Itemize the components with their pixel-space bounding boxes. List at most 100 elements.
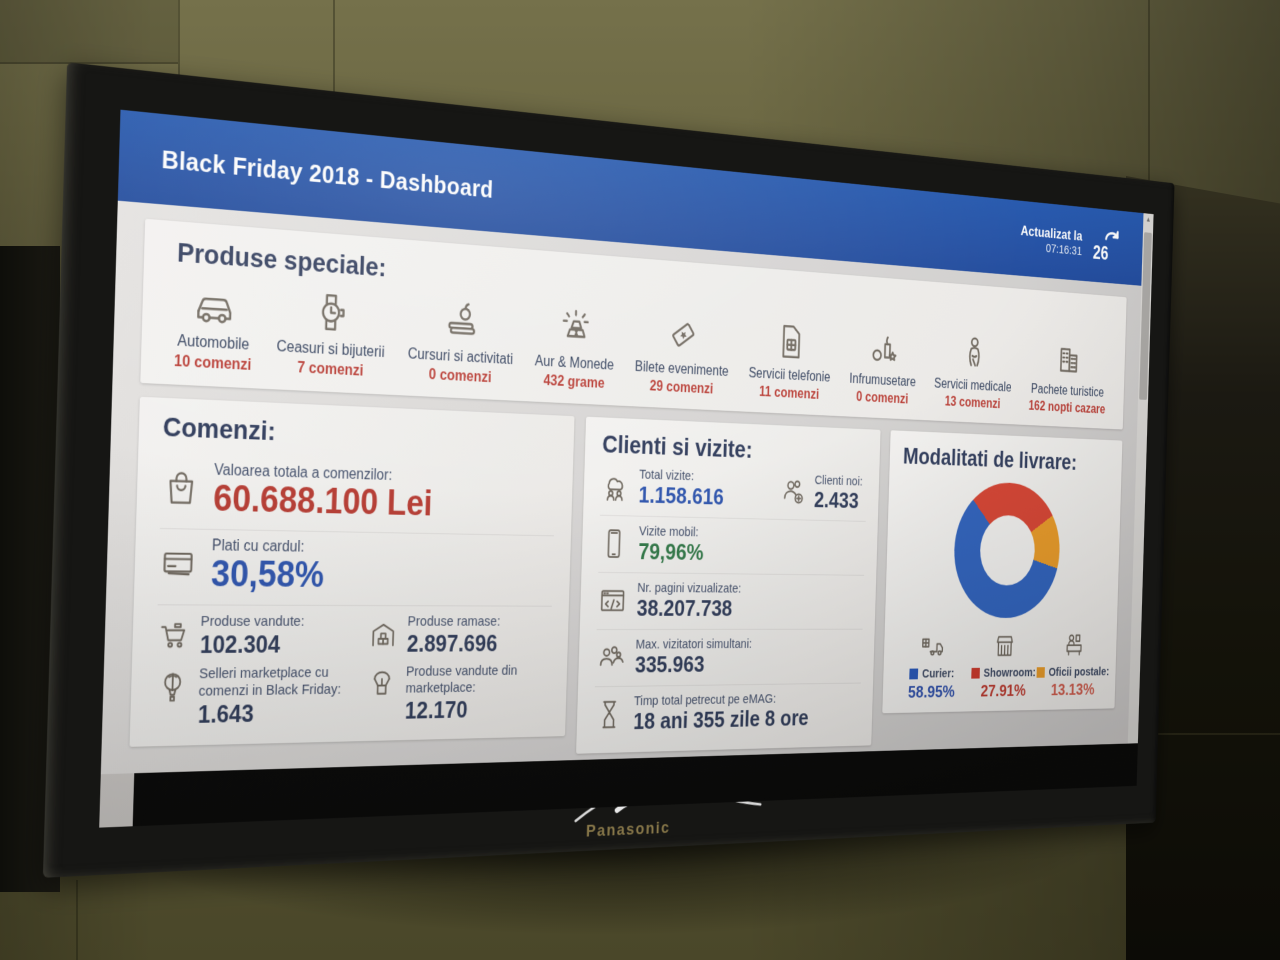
item-value: 432 grame: [543, 373, 605, 392]
stat-produse-row: Produse vandute: 102.304 Produse ramase:: [153, 604, 552, 731]
new-clients-icon: [779, 474, 808, 509]
item-label: Ceasuri si bijuterii: [276, 338, 385, 361]
item-label: Servicii telefonie: [748, 365, 831, 386]
refresh-countdown: 26: [1093, 227, 1121, 266]
medical-icon: [957, 332, 990, 375]
books-apple-icon: [441, 296, 483, 345]
item-label: Cursuri si activitati: [407, 346, 514, 368]
stat-value: 2.897.696: [406, 630, 498, 658]
item-value: 0 comenzi: [855, 389, 909, 407]
livrare-heading: Modalitati de livrare:: [902, 442, 1078, 475]
legend-swatch: [909, 668, 919, 680]
dashboard-cards: Comenzi: Valoarea totala a comenzilor: 6…: [129, 396, 1123, 767]
stat-valoare-totala: Valoarea totala a comenzilor: 60.688.100…: [160, 453, 556, 527]
stat-label: Max. vizitatori simultani:: [635, 636, 753, 652]
buildings-icon: [1053, 338, 1085, 380]
donut-legend: Curier: 58.95% Showroom: 27.91%: [896, 629, 1109, 703]
livrare-card: Modalitati de livrare: Curier: 58.95%: [882, 430, 1123, 714]
stat-value: 30,58%: [210, 554, 325, 596]
item-label: Automobile: [177, 332, 250, 354]
produse-item-bilete: Bilete evenimente 29 comenzi: [634, 310, 730, 399]
stat-pagini: Nr. pagini vizualizate: 38.207.738: [596, 571, 864, 629]
smartphone-icon: [599, 525, 630, 561]
legend-showroom: Showroom: 27.91%: [969, 629, 1039, 701]
produse-item-turistice: Pachete turistice 162 nopti cazare: [1028, 337, 1107, 418]
item-value: 0 comenzi: [428, 366, 492, 386]
produse-item-medicale: Servicii medicale 13 comenzi: [933, 330, 1013, 413]
warehouse-icon: [367, 617, 400, 653]
stat-value: 18 ani 355 zile 8 ore: [632, 704, 809, 735]
group-icon: [595, 639, 626, 675]
item-label: Pachete turistice: [1030, 382, 1105, 400]
legend-value: 58.95%: [907, 682, 956, 702]
item-value: 7 comenzi: [296, 359, 364, 380]
sim-card-icon: [773, 319, 809, 364]
stat-total-vizite: Total vizite: 1.158.616: [600, 466, 724, 511]
item-value: 13 comenzi: [944, 394, 1001, 412]
item-value: 29 comenzi: [649, 378, 714, 398]
showroom-icon: [991, 629, 1017, 662]
comenzi-card: Comenzi: Valoarea totala a comenzilor: 6…: [129, 396, 575, 747]
stat-value: 1.643: [197, 700, 255, 729]
item-value: 162 nopti cazare: [1028, 399, 1106, 417]
last-updated: Actualizat la 07:16:31: [1020, 222, 1083, 260]
item-label: Servicii medicale: [933, 376, 1012, 395]
legend-swatch: [1036, 667, 1046, 678]
dashboard-page: Black Friday 2018 - Dashboard Actualizat…: [100, 109, 1144, 775]
stat-value: 102.304: [199, 631, 281, 659]
stat-value: 12.170: [404, 697, 468, 725]
legend-oficii-postale: Oficii postale: 13.13%: [1036, 629, 1109, 700]
produse-item-telefonie: Servicii telefonie 11 comenzi: [748, 317, 832, 403]
produse-item-cursuri: Cursuri si activitati 0 comenzi: [407, 294, 515, 388]
stat-timp-total: Timp total petrecut pe eMAG: 18 ani 355 …: [593, 682, 861, 743]
legend-value: 27.91%: [980, 681, 1027, 701]
stat-vizite-row: Total vizite: 1.158.616 Clienti noi:: [600, 459, 867, 521]
stat-plati-card: Plati cu cardul: 30,58%: [157, 528, 555, 597]
produse-item-ceasuri: Ceasuri si bijuterii 7 comenzi: [276, 285, 387, 381]
page-title: Black Friday 2018 - Dashboard: [161, 143, 494, 203]
refresh-countdown-value: 26: [1092, 241, 1109, 264]
header-status: Actualizat la 07:16:31 26: [1020, 220, 1120, 266]
comenzi-heading: Comenzi:: [162, 411, 277, 446]
stat-label: Produse vandute:: [200, 613, 305, 630]
scrollbar-up-arrow[interactable]: ▲: [1145, 214, 1152, 224]
legend-label: Showroom:: [983, 665, 1036, 681]
stat-clienti-noi: Clienti noi: 2.433: [779, 472, 867, 514]
stat-vizite-mobil: Vizite mobil: 79,96%: [598, 514, 866, 575]
post-office-icon: [1061, 629, 1086, 661]
courier-truck-icon: [919, 629, 946, 662]
legend-swatch: [971, 667, 980, 679]
item-label: Infrumusetare: [849, 371, 916, 390]
stat-value: 2.433: [813, 486, 860, 514]
stat-value: 60.688.100 Lei: [212, 478, 433, 524]
car-icon: [191, 279, 237, 330]
stat-label: Nr. pagini vizualizate:: [637, 580, 742, 596]
visitors-cloud-icon: [600, 468, 631, 505]
tv: Black Friday 2018 - Dashboard Actualizat…: [42, 62, 1175, 878]
produse-item-automobile: Automobile 10 comenzi: [174, 278, 254, 375]
stat-selleri-marketplace: Selleri marketplace cu comenzi in Black …: [154, 664, 360, 731]
item-value: 11 comenzi: [758, 384, 820, 403]
ticket-icon: [664, 312, 702, 358]
tv-brand-logo: Panasonic: [585, 818, 671, 842]
cosmetics-icon: [866, 326, 901, 370]
legend-value: 13.13%: [1050, 680, 1095, 700]
stat-label: Produse vandute din marketplace:: [405, 662, 518, 697]
hot-air-balloon-icon: [155, 669, 191, 707]
tv-bezel: Black Friday 2018 - Dashboard Actualizat…: [42, 62, 1175, 878]
wall-seam: [1148, 0, 1150, 186]
delivery-donut-chart: [952, 481, 1062, 619]
credit-card-icon: [158, 543, 199, 586]
hourglass-icon: [594, 696, 625, 732]
wall-panel-top-left: [0, 0, 178, 64]
stat-produse-vandute: Produse vandute: 102.304: [156, 613, 361, 659]
item-label: Aur & Monede: [534, 353, 615, 374]
watch-icon: [310, 287, 354, 337]
legend-curier: Curier: 58.95%: [896, 629, 969, 703]
browser-code-icon: [597, 582, 628, 618]
stat-produse-ramase: Produse ramase: 2.897.696: [367, 614, 552, 659]
page-body: Produse speciale: Automobile 10 comenzi …: [100, 200, 1142, 775]
tv-screen: Black Friday 2018 - Dashboard Actualizat…: [99, 109, 1154, 828]
item-value: 10 comenzi: [173, 353, 252, 374]
